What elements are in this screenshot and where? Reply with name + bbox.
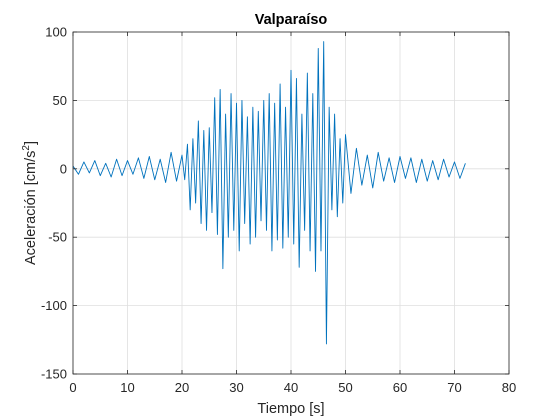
x-tick-label: 40 (284, 380, 298, 395)
x-tick-label: 80 (502, 380, 516, 395)
x-axis-title: Tiempo [s] (257, 401, 324, 417)
x-tick-label: 30 (229, 380, 243, 395)
y-tick-label: -100 (41, 298, 67, 313)
y-tick-label: 50 (53, 93, 67, 108)
y-tick-label: 0 (60, 161, 67, 176)
y-tick-label: -50 (48, 230, 67, 245)
x-tick-label: 50 (338, 380, 352, 395)
x-tick-label: 10 (120, 380, 134, 395)
x-tick-label: 60 (393, 380, 407, 395)
x-tick-label: 20 (175, 380, 189, 395)
x-tick-label: 70 (447, 380, 461, 395)
chart-title: Valparaíso (255, 12, 328, 28)
x-tick-label: 0 (69, 380, 76, 395)
y-tick-label: -150 (41, 367, 67, 382)
y-tick-label: 100 (45, 25, 67, 40)
y-axis-title: Aceleración [cm/s2] (21, 141, 39, 265)
